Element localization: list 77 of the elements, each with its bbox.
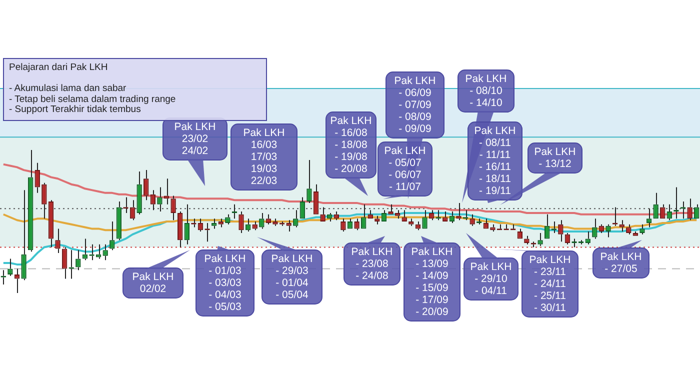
candlestick [374,215,380,225]
candlestick [259,212,264,230]
candlestick [646,208,652,228]
candlestick [694,204,700,219]
candlestick [606,224,611,238]
annotation: Pak LKH - 29/10 - 04/11 [464,258,518,300]
candlestick [102,244,108,261]
candlestick [619,220,624,232]
candlestick [517,228,523,239]
candlestick [640,224,645,235]
candlestick [34,162,40,194]
candlestick [28,150,34,252]
candlestick [538,232,543,246]
annotation: Pak LKH - 27/05 [593,248,649,278]
candlestick [144,170,149,201]
candlestick [62,246,68,280]
candlestick [388,204,394,214]
candlestick [21,190,26,281]
candlestick [470,214,475,226]
candlestick [286,220,292,232]
candlestick [198,218,204,232]
candlestick [394,210,400,220]
candlestick [48,200,54,248]
candlestick [653,192,658,219]
candlestick [170,195,176,221]
candlestick [266,214,272,225]
candlestick [157,186,162,212]
candlestick [272,218,278,226]
candlestick [340,218,346,232]
candlestick [76,250,81,271]
candlestick [8,258,13,276]
candlestick [320,206,326,222]
annotation: Pak LKH 23/02 24/02 [163,118,227,160]
candlestick [564,232,570,245]
candlestick [14,268,20,294]
text: Pelajaran dari Pak LKH - Akumulasi lama dan sabar - Tetap beli selama dalam trading range - Support Terakhir tidak tembus [3,58,267,120]
text: Pak LKH - 08/10 - 14/10 [458,70,514,112]
candlestick [660,204,666,219]
candlestick [306,160,312,204]
candlestick [225,214,230,225]
candlestick [184,204,190,245]
annotation: Pak LKH - 13/12 [528,143,582,173]
text: Pak LKH - 06/09 - 07/09 - 08/09 - 09/09 [386,72,444,138]
candlestick [293,210,298,228]
candlestick [632,231,638,236]
candlestick [96,244,102,260]
candlestick [178,211,183,248]
candlestick [232,204,238,220]
candlestick [544,214,550,239]
candlestick [381,210,387,222]
candlestick [408,218,414,226]
candlestick [354,218,360,231]
candlestick [218,218,224,228]
candlestick [150,190,156,211]
candlestick [422,210,428,229]
candlestick [238,211,244,234]
candlestick [110,221,115,251]
candlestick [42,182,47,220]
candlestick [116,201,122,241]
candlestick [585,231,590,245]
candlestick [578,240,584,245]
candlestick [347,218,353,229]
candlestick [300,196,306,219]
annotation: Pak LKH - 29/03 - 01/04 - 05/04 [262,250,322,304]
annotation: Pak LKH - 23/11 - 24/11 - 25/11 - 30/11 [522,251,578,317]
candlestick [55,228,60,254]
candlestick [687,198,692,221]
candlestick [313,184,319,214]
annotation: Pak LKH 02/02 [123,268,183,298]
annotation: Pak LKH - 23/08 - 24/08 [344,243,400,285]
candlestick [592,218,598,240]
candlestick [136,170,142,215]
candlestick [130,200,136,221]
candlestick [524,235,530,245]
candlestick [211,218,217,230]
candlestick [558,220,564,242]
annotation: Pak LKH - 16/08 - 18/08 - 19/08 - 20/08 [326,112,376,178]
